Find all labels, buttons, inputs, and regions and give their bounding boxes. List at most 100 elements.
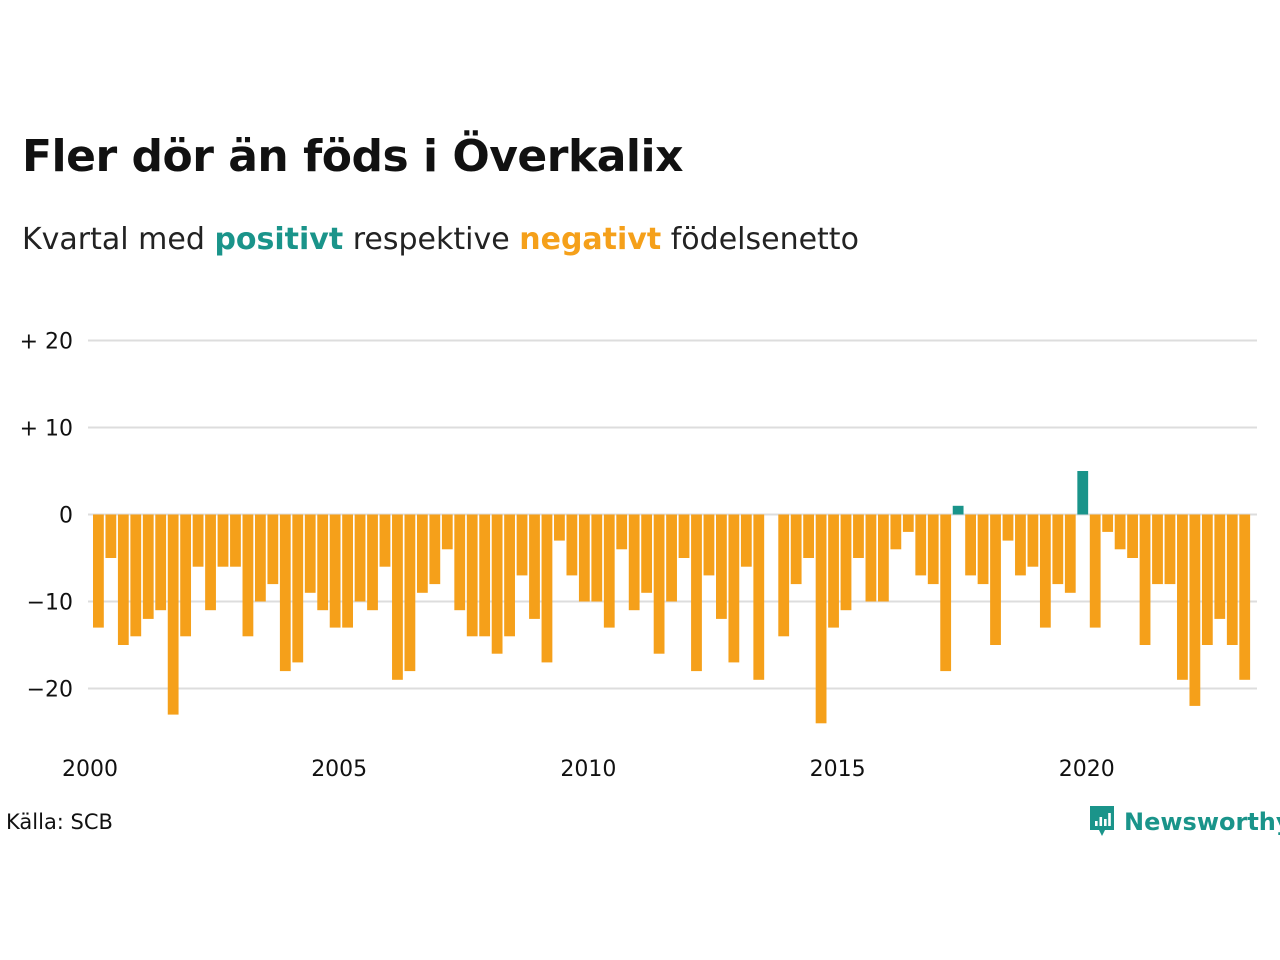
bar-50: [716, 514, 727, 619]
bar-22: [367, 514, 378, 611]
bar-32: [491, 514, 503, 654]
bar-87: [1177, 514, 1188, 680]
bar-77: [1052, 514, 1064, 585]
bar-63: [877, 514, 889, 602]
bar-66: [915, 514, 927, 576]
bar-65: [902, 514, 914, 532]
bar-1: [105, 514, 117, 558]
bar-41: [603, 514, 615, 628]
bar-56: [790, 514, 802, 585]
bar-75: [1027, 514, 1039, 567]
bar-89: [1201, 514, 1213, 645]
bar-19: [329, 514, 341, 628]
y-tick-label: + 10: [20, 417, 73, 442]
bar-74: [1015, 514, 1026, 576]
bar-49: [703, 514, 715, 576]
bar-26: [416, 514, 428, 593]
bar-72: [990, 514, 1001, 645]
source-note: Källa: SCB: [6, 810, 113, 834]
subtitle-negative: negativt: [519, 222, 662, 257]
bar-47: [678, 514, 690, 558]
bar-6: [167, 514, 179, 715]
bar-39: [578, 514, 590, 602]
bar-78: [1064, 514, 1076, 593]
bar-20: [342, 514, 353, 628]
y-axis-ticks: + 20 + 10 0 −10 −20: [20, 330, 73, 703]
bar-15: [279, 514, 291, 672]
bar-83: [1127, 514, 1138, 558]
bar-81: [1102, 514, 1114, 532]
y-tick-label: 0: [59, 504, 73, 529]
bar-58: [815, 514, 827, 724]
bar-60: [840, 514, 852, 611]
bar-27: [429, 514, 441, 585]
bar-64: [890, 514, 902, 550]
chart-subtitle: Kvartal med positivt respektive negativt…: [22, 222, 859, 257]
bar-59: [828, 514, 839, 628]
bar-71: [977, 514, 989, 585]
bar-91: [1226, 514, 1238, 645]
bar-12: [242, 514, 254, 637]
bar-36: [541, 514, 553, 663]
x-tick-label: 2015: [810, 757, 866, 782]
bar-48: [691, 514, 702, 672]
bar-40: [591, 514, 603, 602]
bar-33: [504, 514, 515, 637]
newsworthy-logo[interactable]: Newsworthy: [1088, 804, 1280, 840]
bar-82: [1114, 514, 1126, 550]
bar-55: [778, 514, 790, 637]
bar-85: [1152, 514, 1163, 585]
x-tick-label: 2000: [62, 757, 118, 782]
bar-25: [404, 514, 416, 672]
x-tick-label: 2005: [311, 757, 367, 782]
bar-67: [927, 514, 939, 585]
bar-2: [117, 514, 129, 645]
bar-76: [1039, 514, 1051, 628]
bars: [93, 471, 1251, 724]
bar-37: [554, 514, 565, 541]
bar-44: [641, 514, 653, 593]
bar-70: [965, 514, 976, 576]
bar-11: [230, 514, 241, 567]
bar-45: [653, 514, 665, 654]
bar-17: [304, 514, 316, 593]
bar-52: [740, 514, 752, 567]
bar-42: [616, 514, 628, 550]
bar-23: [379, 514, 391, 567]
bar-21: [354, 514, 366, 602]
bar-0: [93, 514, 104, 628]
chart-title: Fler dör än föds i Överkalix: [22, 131, 683, 182]
bar-5: [155, 514, 167, 611]
y-tick-label: −10: [27, 591, 73, 616]
bar-16: [292, 514, 304, 663]
x-axis-ticks: 2000 2005 2010 2015 2020: [62, 757, 1115, 782]
bar-68: [940, 514, 952, 672]
bar-38: [566, 514, 578, 576]
bar-3: [130, 514, 142, 637]
bar-29: [454, 514, 466, 611]
bar-7: [180, 514, 192, 637]
bar-62: [865, 514, 877, 602]
bar-43: [628, 514, 640, 611]
bar-28: [441, 514, 453, 550]
bar-35: [529, 514, 540, 619]
subtitle-prefix: Kvartal med: [22, 222, 205, 257]
bar-30: [466, 514, 478, 637]
bar-80: [1089, 514, 1101, 628]
bar-86: [1164, 514, 1176, 585]
bar-24: [392, 514, 403, 680]
y-tick-label: −20: [27, 678, 73, 703]
bar-31: [479, 514, 491, 637]
bar-4: [142, 514, 154, 619]
bar-14: [267, 514, 279, 585]
bar-10: [217, 514, 229, 567]
bar-51: [728, 514, 740, 663]
bar-92: [1239, 514, 1251, 680]
bar-79: [1077, 471, 1089, 515]
bar-chart: + 20 + 10 0 −10 −20 2000 2005 2010 2015 2020: [20, 330, 1257, 782]
bar-57: [803, 514, 815, 558]
bar-90: [1214, 514, 1226, 619]
subtitle-middle: respektive: [352, 222, 510, 257]
bar-9: [205, 514, 216, 611]
bar-88: [1189, 514, 1201, 706]
